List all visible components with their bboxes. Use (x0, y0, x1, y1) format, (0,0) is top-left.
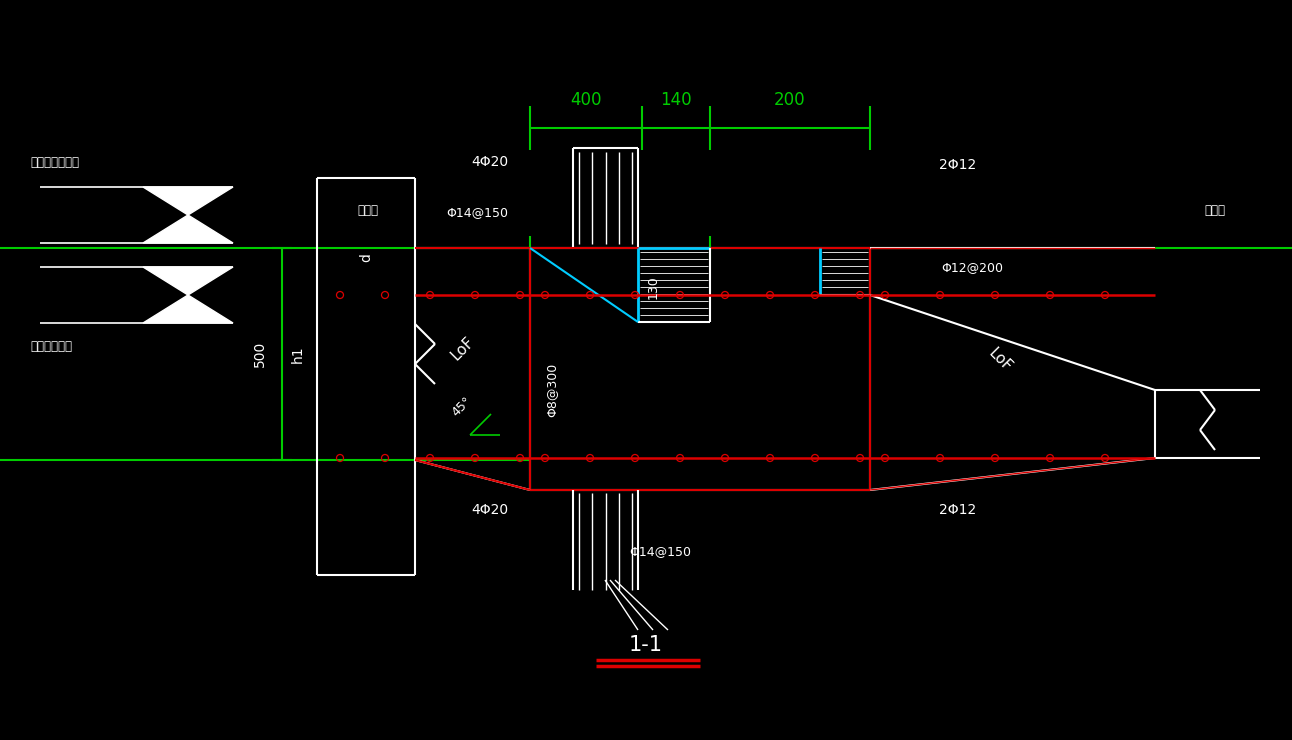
Text: 建筑完成面标高: 建筑完成面标高 (30, 156, 79, 169)
Text: 1-1: 1-1 (629, 635, 663, 655)
Text: 400: 400 (570, 91, 602, 109)
Polygon shape (143, 187, 233, 215)
Text: 4Φ20: 4Φ20 (472, 155, 509, 169)
Text: 2Φ12: 2Φ12 (939, 158, 977, 172)
Text: Φ12@200: Φ12@200 (941, 261, 1003, 275)
Polygon shape (143, 267, 233, 295)
Text: 140: 140 (660, 91, 691, 109)
Text: d: d (359, 254, 373, 263)
Text: 防水板: 防水板 (358, 204, 379, 217)
Text: Φ14@150: Φ14@150 (629, 545, 691, 559)
Text: 45°: 45° (450, 394, 474, 420)
Polygon shape (143, 215, 233, 243)
Polygon shape (143, 295, 233, 323)
Text: 130: 130 (646, 275, 659, 299)
Text: 2Φ12: 2Φ12 (939, 503, 977, 517)
Text: 防水板顶标高: 防水板顶标高 (30, 340, 72, 354)
Text: Φ14@150: Φ14@150 (446, 206, 508, 220)
Text: h1: h1 (291, 345, 305, 363)
Text: 防水板: 防水板 (1204, 204, 1226, 217)
Text: 500: 500 (253, 341, 267, 367)
Text: LoF: LoF (448, 334, 478, 363)
Text: Φ8@300: Φ8@300 (545, 363, 558, 417)
Text: 4Φ20: 4Φ20 (472, 503, 509, 517)
Text: LoF: LoF (986, 346, 1014, 374)
Text: 200: 200 (774, 91, 806, 109)
